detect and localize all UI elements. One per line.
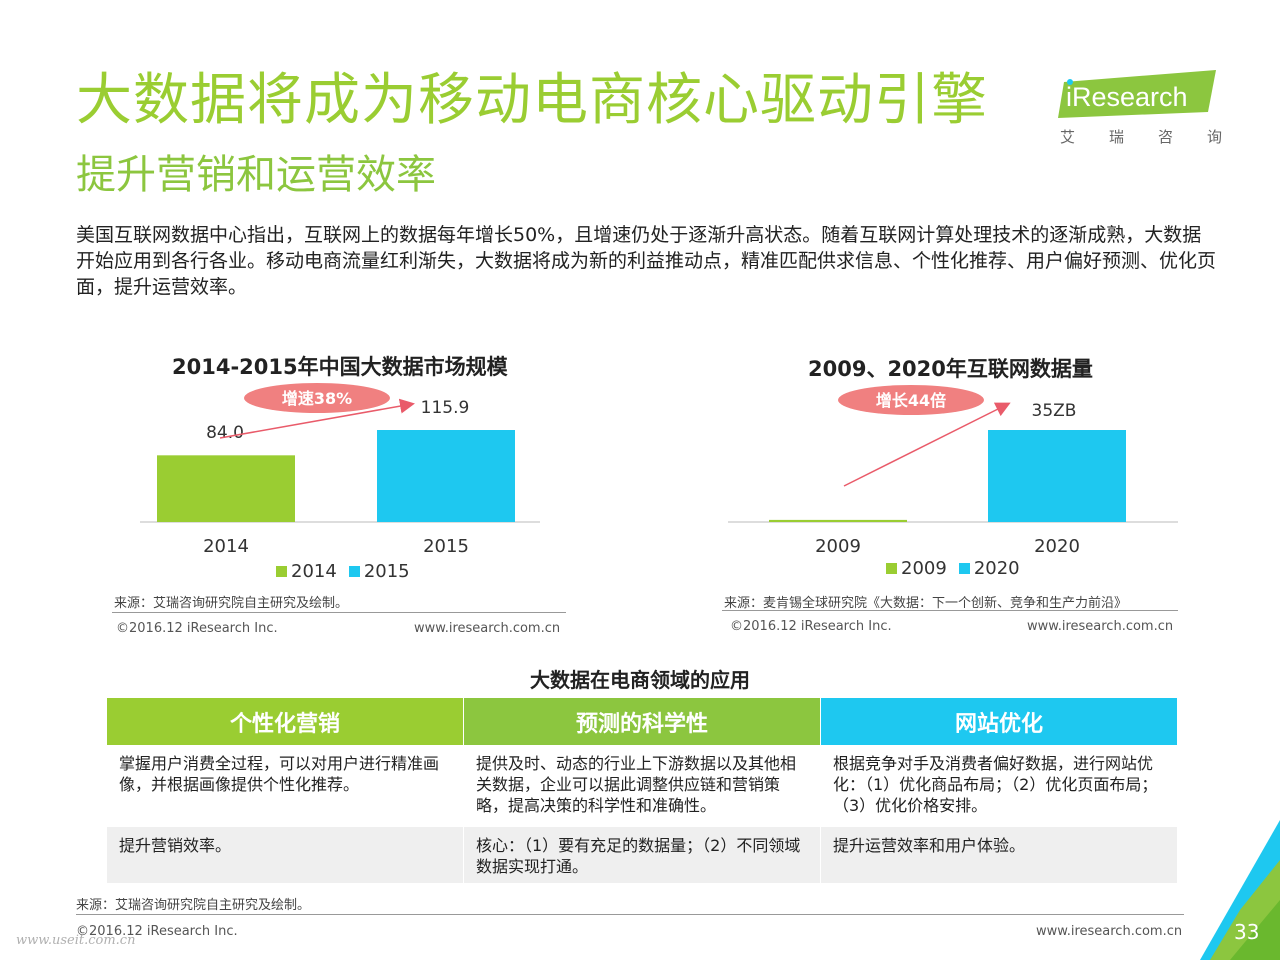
watermark: www.useit.com.cn xyxy=(16,933,136,948)
legend-swatch xyxy=(958,563,970,574)
logo-text: iResearch xyxy=(1066,82,1188,112)
chart2-title: 2009、2020年互联网数据量 xyxy=(808,357,1093,381)
page-subtitle: 提升营销和运营效率 xyxy=(76,152,436,198)
chart2-plot: 2009 2020 35ZB 增长44倍 xyxy=(728,385,1178,557)
legend-item-2009: 2009 xyxy=(886,558,947,579)
table-cell: 提供及时、动态的行业上下游数据以及其他相关数据，企业可以据此调整供应链和营销策略… xyxy=(464,745,820,825)
logo-cn-char: 询 xyxy=(1206,128,1222,146)
data-label: 35ZB xyxy=(1032,401,1077,421)
data-label: 115.9 xyxy=(421,398,470,418)
growth-arrow xyxy=(843,402,1011,487)
legend-label: 2009 xyxy=(901,558,947,579)
data-label: 84.0 xyxy=(206,423,244,443)
footer-source: 来源：艾瑞咨询研究院自主研究及绘制。 xyxy=(76,898,311,913)
table-cell: 掌握用户消费全过程，可以对用户进行精准画像，并根据画像提供个性化推荐。 xyxy=(107,745,463,825)
applications-table: 个性化营销 预测的科学性 网站优化 掌握用户消费全过程，可以对用户进行精准画像，… xyxy=(107,698,1177,883)
table-cell: 提升运营效率和用户体验。 xyxy=(821,827,1177,883)
chart2-divider xyxy=(722,610,1178,611)
footer-divider xyxy=(76,914,1184,915)
legend-item-2015: 2015 xyxy=(348,561,410,582)
growth-arrow xyxy=(219,398,415,439)
logo-cn-char: 瑞 xyxy=(1108,128,1124,146)
chart2-url: www.iresearch.com.cn xyxy=(1027,619,1174,634)
column-header-scientific-prediction: 预测的科学性 xyxy=(464,698,820,745)
bar-2015 xyxy=(377,430,515,522)
growth-badge xyxy=(244,383,390,413)
iresearch-logo: iResearch 艾 瑞 咨 询 xyxy=(1058,68,1223,153)
bar-2014 xyxy=(157,455,295,522)
page-title: 大数据将成为移动电商核心驱动引擎 xyxy=(76,68,988,133)
table-cell: 根据竞争对手及消费者偏好数据，进行网站优化：（1）优化商品布局；（2）优化页面布… xyxy=(821,745,1177,825)
bar-2009 xyxy=(769,519,907,522)
chart2-copyright: ©2016.12 iResearch Inc. xyxy=(730,619,892,634)
logo-banner-icon: iResearch xyxy=(1058,70,1216,118)
table-cell: 核心：（1）要有充足的数据量；（2）不同领域数据实现打通。 xyxy=(464,827,820,883)
chart1-copyright: ©2016.12 iResearch Inc. xyxy=(116,621,278,636)
legend-label: 2014 xyxy=(291,561,337,582)
footer-url: www.iresearch.com.cn xyxy=(1036,924,1183,939)
x-tick-label: 2009 xyxy=(815,536,861,557)
growth-badge-label: 增速38% xyxy=(282,389,352,408)
chart1-legend: 2014 2015 xyxy=(276,561,410,582)
corner-decoration-icon xyxy=(1200,820,1280,960)
page-number: 33 xyxy=(1234,920,1260,944)
applications-title: 大数据在电商领域的应用 xyxy=(530,668,750,692)
table-cell: 提升营销效率。 xyxy=(107,827,463,883)
growth-badge-label: 增长44倍 xyxy=(876,391,946,410)
chart1-title: 2014-2015年中国大数据市场规模 xyxy=(172,355,508,379)
x-tick-label: 2014 xyxy=(203,536,249,557)
chart1-source: 来源：艾瑞咨询研究院自主研究及绘制。 xyxy=(114,596,349,611)
x-tick-label: 2020 xyxy=(1034,536,1080,557)
footer-copyright: ©2016.12 iResearch Inc. xyxy=(76,924,238,939)
chart1-divider xyxy=(112,612,566,613)
chart2-legend: 2009 2020 xyxy=(886,558,1020,579)
column-header-site-optimization: 网站优化 xyxy=(821,698,1177,745)
legend-swatch xyxy=(348,566,360,577)
logo-cn-char: 艾 xyxy=(1060,128,1076,146)
chart2-source: 来源：麦肯锡全球研究院《大数据：下一个创新、竞争和生产力前沿》 xyxy=(724,596,1128,611)
x-tick-label: 2015 xyxy=(423,536,469,557)
bar-2020 xyxy=(988,430,1126,522)
legend-item-2020: 2020 xyxy=(958,558,1020,579)
legend-label: 2015 xyxy=(363,561,410,582)
growth-badge xyxy=(838,385,984,415)
legend-swatch xyxy=(276,566,287,577)
intro-paragraph: 美国互联网数据中心指出，互联网上的数据每年增长50%，且增速仍处于逐渐升高状态。… xyxy=(76,224,1217,298)
chart1-url: www.iresearch.com.cn xyxy=(414,621,561,636)
legend-item-2014: 2014 xyxy=(276,561,337,582)
chart1-plot: 2014 84.0 2015 115.9 增速38% xyxy=(140,383,540,557)
logo-cn-char: 咨 xyxy=(1157,128,1173,146)
legend-swatch xyxy=(886,563,897,574)
legend-label: 2020 xyxy=(973,558,1020,579)
column-header-personalized-marketing: 个性化营销 xyxy=(107,698,463,745)
